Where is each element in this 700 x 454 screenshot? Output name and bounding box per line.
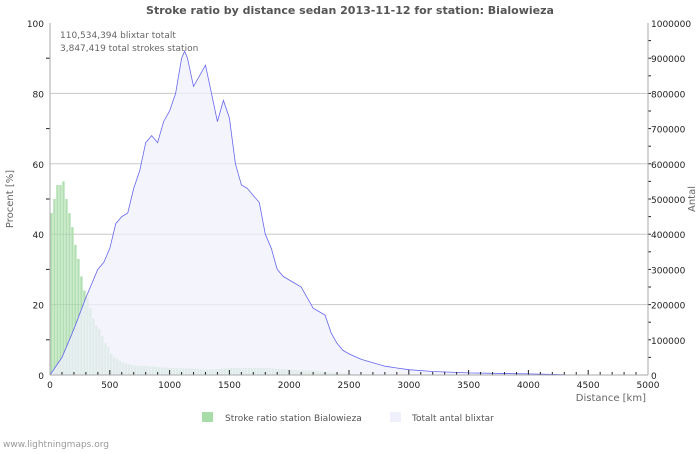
y-tick-label: 0 (38, 372, 44, 382)
y2-tick-label: 800000 (651, 90, 686, 100)
legend-label-count: Totalt antal blixtar (411, 414, 494, 424)
y-tick-label: 40 (33, 231, 45, 241)
x-tick-label: 3500 (457, 381, 480, 391)
y2-tick-label: 100000 (651, 337, 686, 347)
ratio-bar (53, 199, 55, 375)
y2-tick-label: 500000 (651, 196, 686, 206)
y2-tick-label: 400000 (651, 231, 686, 241)
y-tick-label: 60 (33, 161, 45, 171)
x-tick-label: 1500 (218, 381, 241, 391)
x-tick-label: 5000 (637, 381, 660, 391)
y-tick-label: 20 (33, 302, 45, 312)
y2-tick-label: 700000 (651, 126, 686, 136)
chart-title: Stroke ratio by distance sedan 2013-11-1… (146, 4, 554, 17)
y2-tick-label: 900000 (651, 55, 686, 65)
ratio-bar (59, 185, 61, 375)
legend-swatch-count (390, 412, 401, 422)
annotation-total: 110,534,394 blixtar totalt (60, 31, 176, 41)
x-tick-label: 2000 (278, 381, 301, 391)
ratio-bar (50, 213, 52, 375)
annotation-station: 3,847,419 total strokes station (60, 44, 198, 54)
x-tick-label: 0 (47, 381, 53, 391)
legend-swatch-ratio (202, 412, 213, 422)
y-tick-label: 80 (33, 90, 45, 100)
y-tick-label: 100 (27, 20, 44, 30)
x-tick-label: 2500 (338, 381, 361, 391)
legend-label-ratio: Stroke ratio station Bialowieza (225, 414, 362, 424)
x-axis-label: Distance [km] (576, 393, 646, 404)
y2-tick-label: 600000 (651, 161, 686, 171)
y2-tick-label: 200000 (651, 302, 686, 312)
footer-link[interactable]: www.lightningmaps.org (3, 440, 109, 450)
y2-axis-label: Antal (687, 186, 698, 212)
y2-tick-label: 1000000 (651, 20, 691, 30)
x-tick-label: 3000 (397, 381, 420, 391)
x-tick-label: 4000 (517, 381, 540, 391)
ratio-bar (62, 181, 64, 375)
x-tick-label: 4500 (577, 381, 600, 391)
y2-tick-label: 300000 (651, 266, 686, 276)
y-axis-label: Procent [%] (5, 170, 16, 228)
ratio-bar (56, 185, 58, 375)
x-tick-label: 1000 (158, 381, 181, 391)
x-tick-label: 500 (101, 381, 118, 391)
